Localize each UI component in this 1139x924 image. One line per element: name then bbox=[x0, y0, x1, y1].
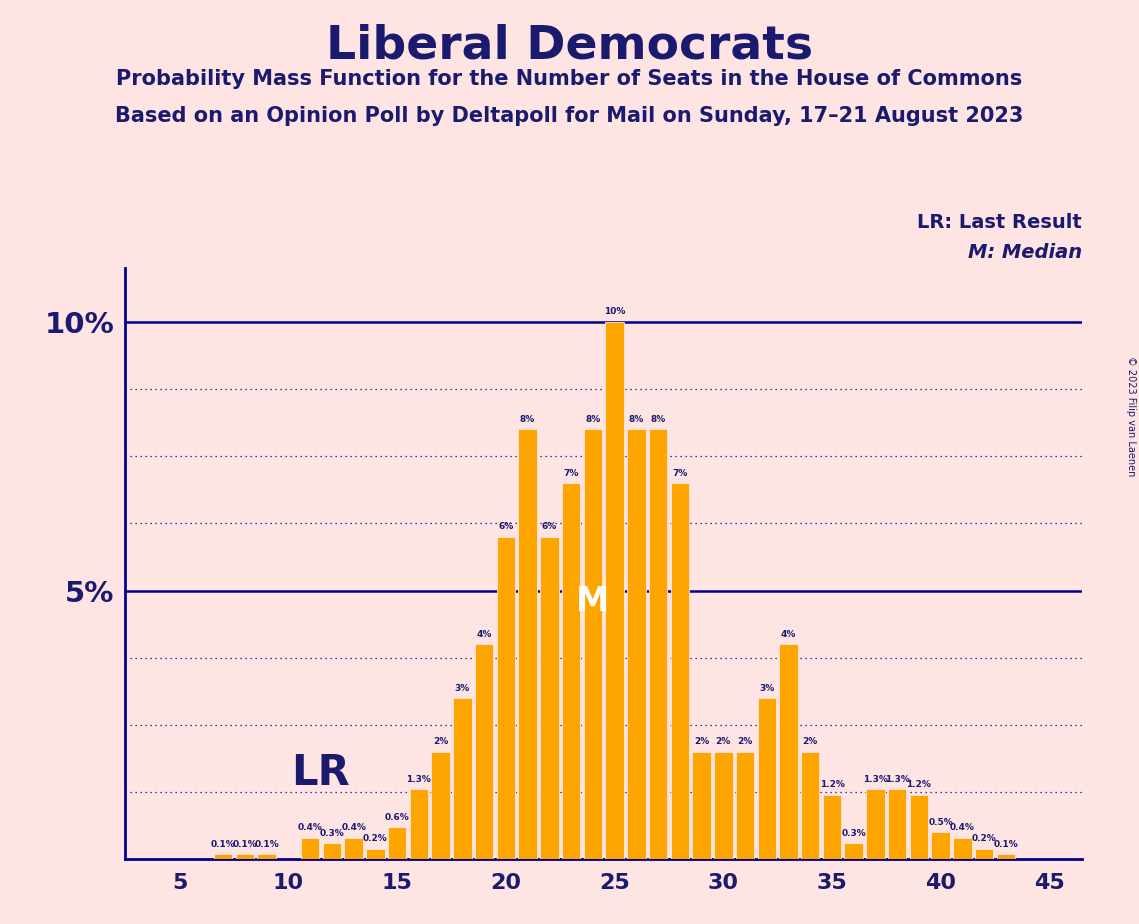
Bar bbox=[975, 848, 993, 859]
Text: 0.6%: 0.6% bbox=[385, 813, 410, 821]
Text: 8%: 8% bbox=[519, 415, 535, 424]
Bar bbox=[867, 789, 885, 859]
Text: 6%: 6% bbox=[542, 522, 557, 531]
Bar bbox=[236, 854, 254, 859]
Text: M: M bbox=[576, 585, 609, 618]
Text: 8%: 8% bbox=[650, 415, 665, 424]
Bar bbox=[671, 483, 689, 859]
Bar bbox=[779, 644, 797, 859]
Text: 10%: 10% bbox=[604, 308, 625, 316]
Bar bbox=[322, 844, 341, 859]
Bar bbox=[822, 795, 842, 859]
Bar bbox=[649, 430, 667, 859]
Text: LR: LR bbox=[292, 752, 351, 795]
Bar bbox=[628, 430, 646, 859]
Text: 2%: 2% bbox=[694, 737, 710, 747]
Bar bbox=[953, 838, 972, 859]
Text: 4%: 4% bbox=[781, 630, 796, 638]
Text: 0.5%: 0.5% bbox=[928, 818, 953, 827]
Bar bbox=[453, 698, 472, 859]
Text: 8%: 8% bbox=[585, 415, 600, 424]
Bar bbox=[301, 838, 319, 859]
Text: Based on an Opinion Poll by Deltapoll for Mail on Sunday, 17–21 August 2023: Based on an Opinion Poll by Deltapoll fo… bbox=[115, 106, 1024, 127]
Bar bbox=[757, 698, 776, 859]
Bar bbox=[932, 833, 950, 859]
Bar bbox=[410, 789, 428, 859]
Bar bbox=[344, 838, 363, 859]
Text: 0.1%: 0.1% bbox=[254, 840, 279, 848]
Text: 2%: 2% bbox=[737, 737, 753, 747]
Bar bbox=[497, 537, 515, 859]
Bar bbox=[605, 322, 624, 859]
Bar bbox=[693, 752, 711, 859]
Text: LR: Last Result: LR: Last Result bbox=[917, 213, 1082, 233]
Text: 0.1%: 0.1% bbox=[232, 840, 257, 848]
Text: 3%: 3% bbox=[759, 684, 775, 693]
Bar bbox=[714, 752, 732, 859]
Text: 0.2%: 0.2% bbox=[363, 834, 387, 844]
Text: 0.2%: 0.2% bbox=[972, 834, 997, 844]
Text: 1.3%: 1.3% bbox=[407, 775, 432, 784]
Text: 4%: 4% bbox=[476, 630, 492, 638]
Text: 0.4%: 0.4% bbox=[950, 823, 975, 833]
Text: 7%: 7% bbox=[564, 468, 579, 478]
Text: 2%: 2% bbox=[433, 737, 449, 747]
Bar bbox=[257, 854, 276, 859]
Bar bbox=[583, 430, 603, 859]
Bar bbox=[844, 844, 863, 859]
Text: 0.4%: 0.4% bbox=[297, 823, 322, 833]
Text: 1.3%: 1.3% bbox=[863, 775, 888, 784]
Text: 1.2%: 1.2% bbox=[907, 781, 932, 789]
Text: © 2023 Filip van Laenen: © 2023 Filip van Laenen bbox=[1126, 356, 1136, 476]
Bar bbox=[997, 854, 1015, 859]
Bar bbox=[475, 644, 493, 859]
Text: M: Median: M: Median bbox=[968, 243, 1082, 262]
Text: 0.4%: 0.4% bbox=[342, 823, 366, 833]
Text: 8%: 8% bbox=[629, 415, 644, 424]
Text: 1.3%: 1.3% bbox=[885, 775, 910, 784]
Text: 2%: 2% bbox=[715, 737, 731, 747]
Text: 0.1%: 0.1% bbox=[993, 840, 1018, 848]
Text: 1.2%: 1.2% bbox=[820, 781, 844, 789]
Bar bbox=[910, 795, 928, 859]
Bar bbox=[366, 848, 385, 859]
Text: 2%: 2% bbox=[803, 737, 818, 747]
Text: 0.3%: 0.3% bbox=[319, 829, 344, 838]
Text: 3%: 3% bbox=[454, 684, 470, 693]
Bar bbox=[736, 752, 754, 859]
Bar bbox=[540, 537, 558, 859]
Bar bbox=[214, 854, 232, 859]
Text: Liberal Democrats: Liberal Democrats bbox=[326, 23, 813, 68]
Text: 7%: 7% bbox=[672, 468, 688, 478]
Text: 6%: 6% bbox=[498, 522, 514, 531]
Bar bbox=[518, 430, 536, 859]
Bar bbox=[801, 752, 819, 859]
Text: Probability Mass Function for the Number of Seats in the House of Commons: Probability Mass Function for the Number… bbox=[116, 69, 1023, 90]
Bar bbox=[562, 483, 580, 859]
Bar bbox=[432, 752, 450, 859]
Bar bbox=[888, 789, 907, 859]
Text: 0.3%: 0.3% bbox=[842, 829, 866, 838]
Text: 0.1%: 0.1% bbox=[211, 840, 236, 848]
Bar bbox=[388, 827, 407, 859]
